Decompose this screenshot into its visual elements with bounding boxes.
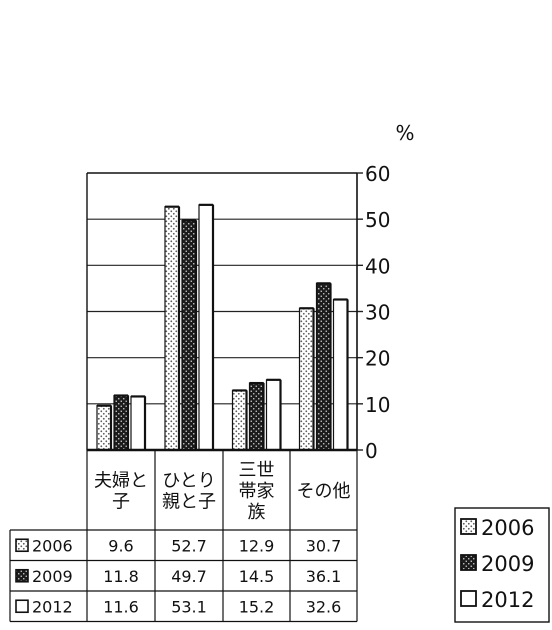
table-value: 12.9	[239, 536, 275, 555]
table-value: 9.6	[108, 536, 133, 555]
table-series-name: 2012	[32, 597, 73, 616]
bar	[265, 379, 282, 451]
y-tick-label: 0	[365, 439, 378, 463]
legend-label: 2009	[481, 552, 534, 576]
bar	[248, 382, 265, 451]
category-label: 子	[112, 492, 130, 513]
table-series-name: 2009	[32, 567, 73, 586]
y-tick-labels: 0 10 20 30 40 50 60	[365, 162, 390, 463]
table-value: 32.6	[306, 597, 342, 616]
table-value: 53.1	[171, 597, 207, 616]
category-label: その他	[297, 481, 351, 502]
table-series-swatch	[15, 599, 29, 614]
bar	[332, 298, 349, 451]
category-label: 夫婦と	[94, 471, 148, 492]
table-value: 49.7	[171, 567, 207, 586]
bar	[130, 395, 146, 451]
bar	[231, 389, 248, 451]
legend-label: 2012	[481, 588, 534, 612]
table-series-swatch	[15, 538, 29, 553]
bar-marks	[96, 203, 349, 451]
legend-swatch	[460, 554, 477, 571]
table-value: 30.7	[306, 536, 342, 555]
table-series-swatch	[15, 568, 29, 583]
axes	[86, 172, 363, 452]
y-tick-label: 40	[365, 254, 390, 278]
legend-swatch	[460, 590, 477, 607]
y-tick-label: 10	[365, 393, 390, 417]
category-label: 帯家	[239, 481, 275, 502]
table-value: 14.5	[239, 567, 275, 586]
category-label: 三世	[239, 460, 275, 481]
legend-swatch	[460, 518, 477, 535]
bar	[164, 206, 180, 451]
category-label: 族	[248, 502, 266, 523]
bar	[96, 405, 112, 451]
table-series-name: 2006	[32, 536, 73, 555]
legend: 2006 2009 2012	[454, 507, 550, 623]
table-value: 36.1	[306, 567, 342, 586]
category-label: 親と子	[162, 492, 216, 513]
table-value: 52.7	[171, 536, 207, 555]
bar	[181, 219, 197, 451]
y-tick-label: 60	[365, 162, 390, 186]
legend-label: 2006	[481, 516, 534, 540]
bar	[298, 307, 315, 451]
category-label: ひとり	[162, 471, 215, 492]
table-value: 11.6	[103, 597, 139, 616]
data-table: 2006 9.6 52.7 12.9 30.7 2009 11.8 49.7 14.5 36.1 2…	[9, 529, 358, 623]
bar	[113, 394, 129, 451]
unit-label: %	[395, 121, 414, 145]
table-value: 15.2	[239, 597, 275, 616]
y-tick-label: 20	[365, 347, 390, 371]
y-tick-label: 30	[365, 301, 390, 325]
y-tick-label: 50	[365, 208, 390, 232]
table-value: 11.8	[103, 567, 139, 586]
bar	[315, 282, 332, 451]
bar	[198, 204, 214, 451]
